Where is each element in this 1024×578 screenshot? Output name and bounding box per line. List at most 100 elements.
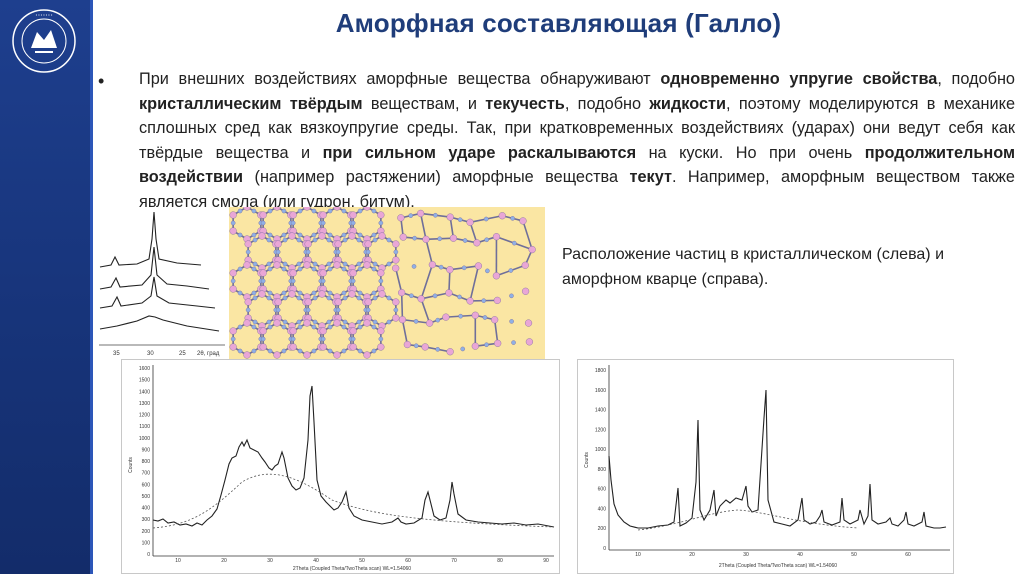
si-atom bbox=[392, 299, 399, 306]
chart-left-x-tick: 40 bbox=[313, 558, 319, 564]
si-atom bbox=[525, 320, 532, 327]
o-atom bbox=[439, 265, 443, 269]
si-atom bbox=[392, 241, 399, 248]
o-atom bbox=[231, 221, 235, 225]
o-atom bbox=[238, 267, 242, 271]
si-atom bbox=[290, 344, 297, 351]
chart-left-y-tick: 1600 bbox=[139, 366, 150, 372]
si-atom bbox=[260, 328, 267, 335]
si-atom bbox=[350, 270, 357, 277]
si-atom bbox=[467, 298, 474, 305]
o-atom bbox=[291, 279, 295, 283]
amorphous-network bbox=[392, 210, 535, 355]
si-atom bbox=[335, 241, 342, 248]
chart-right-y-tick: 1200 bbox=[595, 427, 606, 433]
o-atom bbox=[372, 209, 376, 213]
crystalline-lattice bbox=[230, 207, 400, 358]
si-atom bbox=[472, 312, 479, 319]
o-atom bbox=[483, 315, 487, 319]
o-atom bbox=[312, 349, 316, 353]
si-atom bbox=[491, 316, 498, 323]
si-atom bbox=[494, 297, 501, 304]
si-atom bbox=[230, 286, 237, 293]
o-atom bbox=[342, 209, 346, 213]
o-atom bbox=[298, 267, 302, 271]
chart-right-pattern bbox=[609, 390, 946, 528]
o-atom bbox=[373, 262, 377, 266]
o-atom bbox=[328, 233, 332, 237]
o-atom bbox=[291, 221, 295, 225]
si-atom bbox=[475, 263, 482, 270]
o-atom bbox=[379, 279, 383, 283]
paragraph-run: на куски. Но при очень bbox=[636, 144, 865, 162]
o-atom bbox=[343, 262, 347, 266]
si-atom bbox=[335, 299, 342, 306]
chart-left-y-tick: 1100 bbox=[139, 424, 150, 430]
si-atom bbox=[377, 328, 384, 335]
si-atom bbox=[320, 344, 327, 351]
si-atom bbox=[275, 241, 282, 248]
chart-left-halo-background bbox=[153, 474, 554, 528]
o-atom bbox=[282, 209, 286, 213]
o-atom bbox=[372, 267, 376, 271]
chart-left-x-tick: 80 bbox=[497, 558, 503, 564]
o-atom bbox=[312, 291, 316, 295]
si-atom bbox=[244, 320, 251, 327]
si-atom bbox=[429, 261, 436, 268]
si-atom bbox=[230, 344, 237, 351]
o-atom bbox=[238, 209, 242, 213]
si-atom bbox=[334, 352, 341, 359]
o-atom bbox=[357, 238, 361, 242]
o-atom bbox=[261, 337, 265, 341]
chart-right-y-tick: 800 bbox=[598, 467, 607, 473]
o-atom bbox=[253, 320, 257, 324]
si-atom bbox=[400, 234, 407, 241]
chart-right-x-tick: 20 bbox=[689, 552, 695, 558]
o-atom bbox=[321, 221, 325, 225]
sidebar-edge bbox=[90, 0, 93, 574]
si-atom bbox=[244, 352, 251, 359]
chart-left-y-tick: 600 bbox=[142, 482, 151, 488]
o-atom bbox=[342, 233, 346, 237]
si-atom bbox=[493, 272, 500, 279]
si-atom bbox=[418, 295, 425, 302]
university-logo-icon: • • • • • • • bbox=[11, 8, 77, 74]
o-atom bbox=[357, 320, 361, 324]
o-atom bbox=[343, 320, 347, 324]
chart-left-x-tick: 30 bbox=[267, 558, 273, 564]
o-atom bbox=[342, 267, 346, 271]
chart-right-halo-background bbox=[638, 510, 858, 530]
chart-left-x-tick: 90 bbox=[543, 558, 549, 564]
o-atom bbox=[298, 291, 302, 295]
o-atom bbox=[282, 267, 286, 271]
o-atom bbox=[372, 349, 376, 353]
chart-left-y-tick: 300 bbox=[142, 517, 151, 523]
si-atom bbox=[365, 299, 372, 306]
o-atom bbox=[373, 238, 377, 242]
o-atom bbox=[328, 267, 332, 271]
o-atom bbox=[351, 221, 355, 225]
o-atom bbox=[379, 221, 383, 225]
chart-left-y-tick: 1400 bbox=[139, 389, 150, 395]
si-atom bbox=[244, 262, 251, 269]
o-atom bbox=[328, 349, 332, 353]
si-atom bbox=[392, 265, 399, 272]
si-atom bbox=[447, 348, 454, 355]
chart-left-x-tick: 50 bbox=[359, 558, 365, 564]
o-atom bbox=[414, 319, 418, 323]
o-atom bbox=[342, 349, 346, 353]
si-atom bbox=[379, 291, 386, 298]
o-atom bbox=[327, 238, 331, 242]
o-atom bbox=[366, 250, 370, 254]
si-atom bbox=[274, 320, 281, 327]
si-atom bbox=[334, 262, 341, 269]
si-atom bbox=[260, 212, 267, 219]
si-atom bbox=[304, 262, 311, 269]
o-atom bbox=[313, 238, 317, 242]
o-atom bbox=[509, 294, 513, 298]
o-atom bbox=[253, 296, 257, 300]
o-atom bbox=[268, 325, 272, 329]
chart-left-y-tick: 500 bbox=[142, 494, 151, 500]
si-atom bbox=[467, 219, 474, 226]
